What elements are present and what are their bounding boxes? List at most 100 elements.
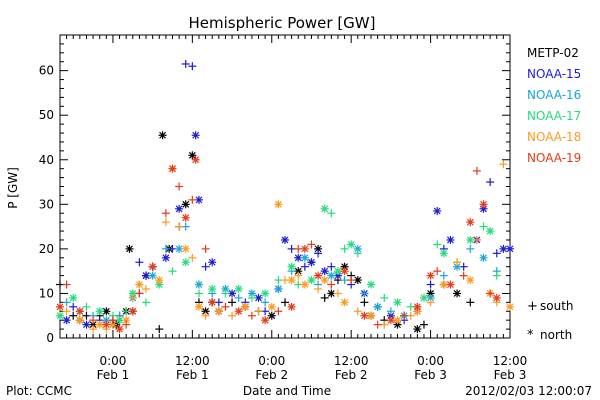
data-point-noaa-19-south <box>62 280 71 289</box>
data-point-noaa-17-north <box>367 280 376 289</box>
data-point-noaa-15-north <box>228 289 237 298</box>
data-point-metp-02-north <box>158 131 167 140</box>
legend-entry-noaa-19: NOAA-19 <box>527 151 581 165</box>
data-point-noaa-16-south <box>360 289 369 298</box>
data-point-noaa-17-north <box>56 311 64 320</box>
legend-entry-noaa-17: NOAA-17 <box>527 109 581 123</box>
data-point-noaa-17-north <box>261 289 270 298</box>
y-tick-label: 50 <box>39 108 54 122</box>
x-tick-time-label: 0:00 <box>258 354 285 368</box>
data-point-noaa-16-north <box>327 271 336 280</box>
x-tick-time-label: 12:00 <box>493 354 528 368</box>
data-point-noaa-17-south <box>433 240 442 249</box>
data-point-noaa-16-south <box>234 293 243 302</box>
data-point-noaa-17-south <box>142 298 151 307</box>
data-point-noaa-15-south <box>201 262 210 271</box>
data-point-noaa-18-south <box>453 258 462 267</box>
data-point-noaa-18-south <box>161 218 170 227</box>
data-point-noaa-19-north <box>191 155 200 164</box>
data-point-noaa-18-north <box>181 244 190 253</box>
data-point-noaa-18-south <box>142 284 151 293</box>
data-point-noaa-15-south <box>492 249 501 258</box>
data-point-noaa-18-north <box>267 302 276 311</box>
data-point-noaa-15-north <box>208 258 217 267</box>
data-point-noaa-18-south <box>254 307 263 316</box>
data-point-noaa-16-north <box>274 284 283 293</box>
data-point-noaa-17-south <box>247 293 256 302</box>
marker-legend-label: north <box>540 328 572 342</box>
data-point-noaa-18-north <box>367 311 376 320</box>
data-point-noaa-18-north <box>194 302 203 311</box>
data-point-noaa-19-south <box>486 289 495 298</box>
data-point-noaa-18-north <box>320 276 329 285</box>
data-point-noaa-19-north <box>426 271 435 280</box>
data-point-noaa-15-north <box>307 258 316 267</box>
data-point-noaa-19-north <box>360 311 369 320</box>
data-point-metp-02-south <box>320 293 329 302</box>
data-point-noaa-15-north <box>294 253 303 262</box>
data-point-noaa-16-south <box>161 244 170 253</box>
data-point-noaa-15-north <box>161 253 170 262</box>
data-point-noaa-15-south <box>135 258 144 267</box>
x-tick-date-label: Feb 1 <box>97 368 130 382</box>
data-point-noaa-18-north <box>95 320 104 329</box>
y-axis-label: P [GW] <box>6 167 20 209</box>
x-tick-time-label: 0:00 <box>99 354 126 368</box>
data-point-noaa-18-north <box>75 316 84 325</box>
data-point-metp-02-south <box>155 325 164 334</box>
data-point-noaa-18-north <box>214 307 223 316</box>
data-point-noaa-16-south <box>466 244 475 253</box>
data-point-noaa-16-north <box>453 262 462 271</box>
y-tick-label: 20 <box>39 242 54 256</box>
marker-legend-symbol: + <box>527 299 538 314</box>
data-point-noaa-18-north <box>287 276 296 285</box>
data-point-noaa-19-north <box>413 302 422 311</box>
data-point-metp-02-north <box>181 200 190 209</box>
data-point-noaa-19-south <box>459 271 468 280</box>
data-point-noaa-19-south <box>201 244 210 253</box>
data-point-noaa-15-south <box>486 178 495 187</box>
data-point-noaa-17-south <box>380 293 389 302</box>
data-point-noaa-15-south <box>181 59 190 68</box>
data-point-noaa-17-south <box>340 244 349 253</box>
data-point-noaa-18-south <box>89 325 98 334</box>
data-point-noaa-15-north <box>281 235 289 244</box>
series-legend: METP-02 NOAA-15 NOAA-16 NOAA-17 NOAA-18 NOAA-… <box>527 46 581 165</box>
data-point-metp-02-south <box>466 298 475 307</box>
legend-entry-noaa-18: NOAA-18 <box>527 130 581 144</box>
data-point-noaa-19-south <box>175 182 184 191</box>
data-point-noaa-17-south <box>168 267 177 276</box>
data-point-noaa-15-north <box>446 235 455 244</box>
data-point-metp-02-north <box>267 311 276 320</box>
data-point-noaa-17-south <box>479 222 488 231</box>
chart-title: Hemispheric Power [GW] <box>189 14 376 32</box>
data-point-noaa-18-north <box>108 320 117 329</box>
data-point-noaa-18-north <box>393 316 402 325</box>
data-point-noaa-17-north <box>307 276 316 285</box>
x-tick-time-label: 0:00 <box>417 354 444 368</box>
data-point-noaa-18-north <box>340 298 349 307</box>
y-tick-label: 10 <box>39 286 54 300</box>
data-point-noaa-19-south <box>108 316 117 325</box>
data-point-noaa-19-south <box>122 320 131 329</box>
x-tick-time-label: 12:00 <box>334 354 369 368</box>
data-point-noaa-18-south <box>128 293 137 302</box>
data-point-metp-02-north <box>188 151 197 160</box>
data-point-noaa-19-north <box>466 218 475 227</box>
data-point-noaa-17-south <box>353 249 362 258</box>
data-point-noaa-15-south <box>426 280 435 289</box>
data-point-noaa-15-north <box>142 271 151 280</box>
data-point-noaa-15-north <box>175 204 184 213</box>
data-point-noaa-17-south <box>492 271 501 280</box>
data-point-noaa-19-south <box>472 166 481 175</box>
data-point-noaa-19-south <box>221 302 230 311</box>
data-point-noaa-17-north <box>69 293 78 302</box>
data-point-noaa-18-south <box>294 271 303 280</box>
data-point-noaa-19-north <box>115 325 124 334</box>
data-point-noaa-15-north <box>82 320 91 329</box>
data-point-metp-02-south <box>419 320 428 329</box>
data-point-noaa-18-south <box>499 160 508 169</box>
data-point-noaa-16-north <box>300 253 309 262</box>
data-point-noaa-15-south <box>69 302 78 311</box>
data-point-noaa-19-south <box>347 276 356 285</box>
